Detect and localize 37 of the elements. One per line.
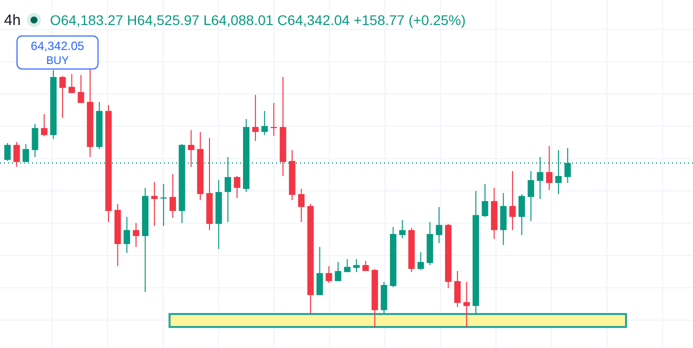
- candlestick: [132, 222, 140, 248]
- candlestick: [344, 258, 350, 273]
- text: O64,183.27 H64,525.97 L64,088.01 C64,342.04 +158.77 (+0.25%): [50, 12, 466, 28]
- candlestick: [170, 173, 176, 218]
- chart-title: 4h: [4, 12, 21, 29]
- candlestick: [528, 170, 534, 222]
- candlestick: [40, 114, 48, 137]
- candlestick: [188, 130, 194, 168]
- candlestick: [78, 74, 84, 104]
- candlestick: [509, 170, 516, 231]
- candlestick: [59, 75, 66, 118]
- candlestick: [68, 73, 75, 94]
- candlestick: [261, 110, 268, 136]
- candlestick: [160, 183, 167, 226]
- candlestick: [326, 266, 332, 284]
- candlestick: [4, 142, 11, 162]
- candlestick: [546, 145, 552, 190]
- candlestick: [353, 258, 360, 273]
- candlestick: [298, 188, 305, 223]
- candlestick: [518, 194, 525, 236]
- candlestick: [454, 270, 461, 308]
- candlestick: [482, 183, 488, 218]
- candlestick: [316, 246, 323, 296]
- candlestick: [234, 175, 240, 198]
- candlestick: [13, 142, 20, 168]
- text: BUY: [46, 55, 70, 67]
- candlestick: [399, 219, 406, 239]
- candlestick: [124, 216, 130, 254]
- candlestick: [418, 252, 424, 270]
- candlestick: [270, 102, 277, 137]
- candlestick: [334, 261, 342, 282]
- candlestick: [463, 281, 470, 328]
- candlestick: [252, 94, 259, 142]
- text: 64,342.05: [30, 39, 85, 53]
- candlestick: [436, 206, 442, 244]
- candlestick: [32, 123, 38, 158]
- candlestick: [151, 181, 158, 226]
